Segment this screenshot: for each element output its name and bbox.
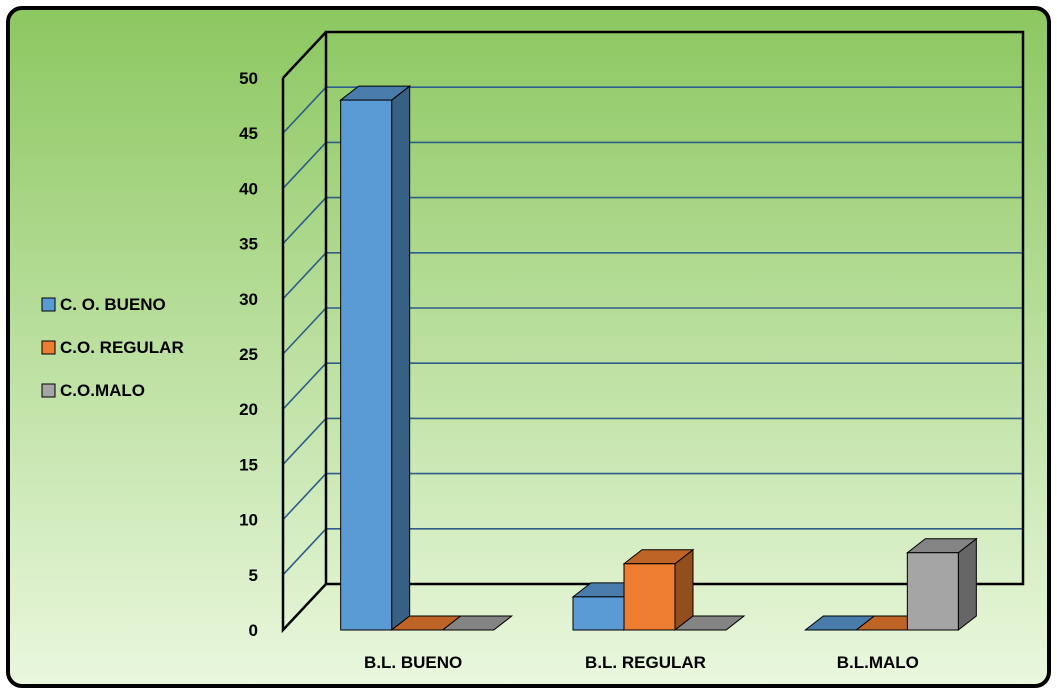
x-category-label: B.L.MALO <box>837 653 919 672</box>
bar-1-2 <box>673 615 746 631</box>
y-tick-label: 25 <box>239 345 258 364</box>
legend-item: C.O. REGULAR <box>41 338 184 357</box>
legend: C. O. BUENO C.O. REGULAR C.O.MALO <box>41 295 184 400</box>
y-tick-label: 15 <box>239 455 258 474</box>
side-gridline-45 <box>282 86 327 134</box>
y-tick-label: 40 <box>239 179 258 198</box>
side-gridline-25 <box>282 307 327 355</box>
side-gridline-35 <box>282 197 327 245</box>
legend-label: C. O. BUENO <box>60 295 166 314</box>
legend-label: C.O. REGULAR <box>60 338 184 357</box>
x-category-label: B.L. BUENO <box>364 653 462 672</box>
side-gridline-30 <box>282 252 327 300</box>
legend-swatch <box>41 340 56 355</box>
chart-background <box>6 6 1051 688</box>
y-tick-label: 35 <box>239 235 258 254</box>
side-gridline-10 <box>282 473 327 521</box>
side-gridline-40 <box>282 141 327 189</box>
legend-swatch <box>41 297 56 312</box>
legend-item: C. O. BUENO <box>41 295 166 314</box>
side-gridline-5 <box>282 528 327 576</box>
legend-item: C.O.MALO <box>41 381 145 400</box>
x-category-label: B.L. REGULAR <box>585 653 706 672</box>
bar-0-2 <box>441 615 514 631</box>
bars <box>339 85 978 632</box>
legend-swatch <box>41 383 56 398</box>
y-tick-label: 5 <box>249 566 258 585</box>
side-gridline-15 <box>282 417 327 465</box>
side-wall <box>281 31 327 634</box>
bar-2-2 <box>905 537 978 632</box>
plot-frame <box>281 30 1025 634</box>
y-tick-label: 50 <box>239 69 258 88</box>
bar-0-0 <box>339 85 412 632</box>
side-gridline-20 <box>282 362 327 410</box>
y-tick-label: 20 <box>239 400 258 419</box>
y-tick-label: 45 <box>239 124 258 143</box>
y-tick-label: 0 <box>249 621 258 640</box>
y-tick-label: 30 <box>239 290 258 309</box>
back-wall <box>324 30 1025 586</box>
x-axis-categories: B.L. BUENO B.L. REGULAR B.L.MALO <box>364 653 919 672</box>
legend-label: C.O.MALO <box>60 381 145 400</box>
y-axis-ticks: 0 5 10 15 20 25 30 35 40 45 50 <box>239 69 258 640</box>
bar-1-1 <box>622 548 695 632</box>
y-tick-label: 10 <box>239 511 258 530</box>
